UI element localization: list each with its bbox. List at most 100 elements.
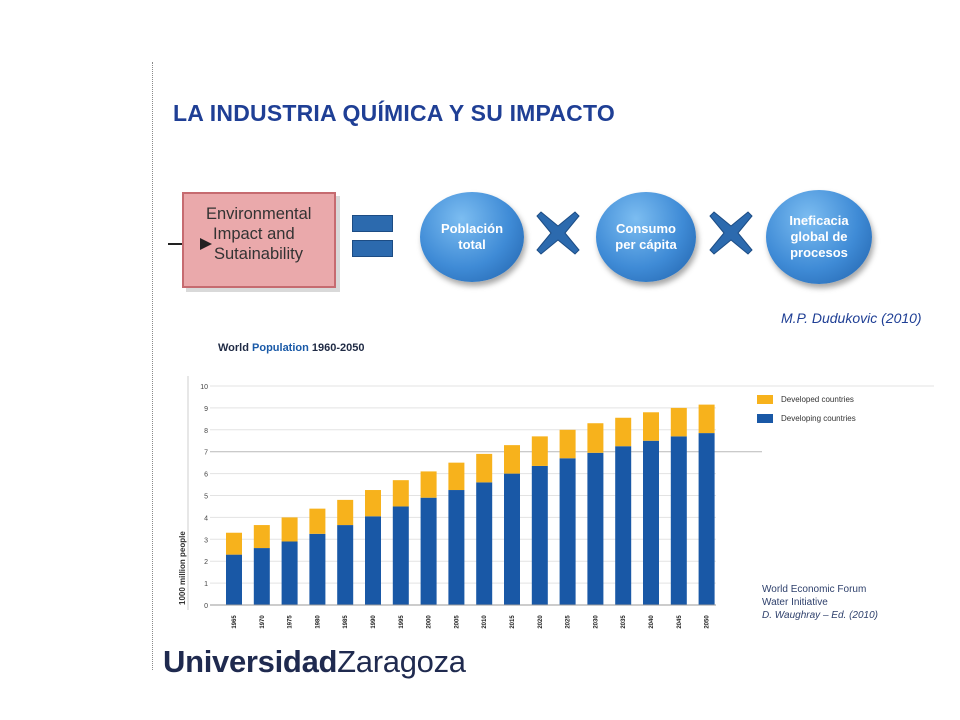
bar-developing	[559, 458, 576, 605]
bar-developing	[309, 533, 326, 605]
bar-developing	[531, 465, 548, 605]
x-tick-label: 2030	[593, 615, 599, 629]
env-box-line-3: Sutainability	[214, 245, 303, 263]
x-tick-label: 1990	[371, 615, 377, 629]
equals-icon-bottom	[352, 240, 393, 257]
bar-developed	[337, 499, 354, 526]
x-tick-label: 2025	[566, 615, 572, 629]
y-tick-label: 7	[204, 450, 208, 457]
population-chart: 0 1 2 3 4 5 6 7 8 9 10 1000 million people 1965 1970 1…	[178, 376, 934, 629]
bar-developed	[476, 453, 493, 483]
x-tick-label: 2050	[705, 615, 711, 629]
x-tick-label: 1975	[288, 615, 294, 629]
legend-developed: Developed countries	[757, 395, 854, 404]
x-tick-label: 2035	[621, 615, 627, 629]
legend-label-developing: Developing countries	[781, 414, 856, 423]
x-tick-label: 2010	[482, 615, 488, 629]
factor-ineficacia-global: Ineficacia global de procesos	[766, 190, 872, 284]
x-tick-label: 1995	[399, 615, 405, 629]
factor-2-line-2: per cápita	[615, 237, 677, 252]
x-tick-label: 2020	[538, 615, 544, 629]
bar-developed	[226, 532, 242, 555]
bar-developing	[670, 436, 687, 605]
y-tick-label: 0	[204, 603, 208, 610]
bar-developed	[365, 490, 381, 517]
factor-3-line-2: global de	[790, 229, 848, 244]
bar-developing	[587, 452, 604, 605]
bar-developed	[531, 436, 548, 466]
y-tick-label: 5	[204, 494, 208, 501]
chart-title-part-3: 1960-2050	[308, 342, 365, 354]
citation: M.P. Dudukovic (2010)	[781, 310, 922, 326]
bar-developing	[504, 473, 520, 605]
x-tick-label: 1970	[260, 615, 266, 629]
bar-developing	[448, 490, 465, 605]
left-divider	[152, 62, 153, 670]
x-tick-label: 2040	[649, 615, 655, 629]
bar-developing	[698, 433, 715, 605]
bar-developed	[587, 423, 604, 453]
universidad-zaragoza-logo: UniversidadZaragoza	[163, 644, 466, 680]
factor-poblacion-total: Población total	[420, 192, 524, 282]
multiply-icon-2	[709, 211, 753, 255]
bar-developing	[253, 548, 270, 605]
y-tick-label: 6	[204, 472, 208, 479]
bar-developing	[281, 541, 298, 605]
y-tick-label: 2	[204, 559, 208, 566]
factor-2-line-1: Consumo	[616, 221, 676, 236]
x-tick-label: 1965	[232, 615, 238, 629]
arrow-right-icon	[200, 238, 212, 250]
factor-1-line-2: total	[458, 237, 486, 252]
logo-regular: Zaragoza	[337, 644, 466, 679]
bar-developed	[698, 404, 715, 434]
source-line-1: World Economic Forum	[762, 584, 867, 595]
env-box-line-2: Impact and	[213, 225, 295, 243]
logo-bold: Universidad	[163, 644, 338, 679]
y-tick-label: 1	[204, 581, 208, 588]
bar-developing	[615, 446, 632, 605]
legend-swatch-developed	[757, 395, 773, 404]
bar-developed	[281, 517, 298, 542]
chart-title-part-1: World	[218, 342, 253, 354]
x-tick-label: 2015	[510, 615, 516, 629]
y-tick-label: 10	[200, 384, 208, 391]
source-line-2: Water Initiative	[762, 597, 828, 608]
bar-developing	[643, 440, 659, 605]
chart-title-part-2: Population	[252, 342, 309, 354]
legend-developing: Developing countries	[757, 414, 856, 423]
bar-developed	[643, 412, 659, 441]
bar-developed	[420, 471, 437, 498]
x-tick-label: 2005	[454, 615, 460, 629]
slide-title: LA INDUSTRIA QUÍMICA Y SU IMPACTO	[173, 100, 615, 126]
y-tick-label: 9	[204, 406, 208, 413]
x-tick-label: 1985	[343, 615, 349, 629]
bar-developed	[615, 417, 632, 447]
x-tick-label: 2000	[427, 615, 433, 629]
bar-developing	[337, 525, 354, 605]
x-tick-label: 1980	[315, 615, 321, 629]
factor-3-line-1: Ineficacia	[789, 213, 849, 228]
y-tick-label: 8	[204, 428, 208, 435]
bar-developing	[420, 497, 437, 605]
bar-developed	[253, 525, 270, 549]
bar-developed	[670, 407, 687, 437]
factor-3-line-3: procesos	[790, 245, 848, 260]
chart-title: World Population 1960-2050	[218, 342, 365, 354]
legend-swatch-developing	[757, 414, 773, 423]
factor-consumo-per-capita: Consumo per cápita	[596, 192, 696, 282]
source-line-3: D. Waughray – Ed. (2010)	[762, 610, 878, 621]
bar-developing	[392, 506, 409, 605]
equals-icon-top	[352, 215, 393, 232]
bar-developed	[448, 462, 465, 491]
bar-developed	[559, 429, 576, 459]
y-axis-label: 1000 million people	[178, 531, 187, 605]
bar-developing	[365, 516, 381, 605]
multiply-icon-1	[536, 211, 580, 255]
x-tick-label: 2045	[677, 615, 683, 629]
factor-1-line-1: Población	[440, 221, 504, 236]
legend-label-developed: Developed countries	[781, 395, 854, 404]
bar-developed	[309, 508, 326, 534]
y-tick-label: 3	[204, 537, 208, 544]
bar-developed	[392, 480, 409, 507]
y-tick-label: 4	[204, 515, 208, 522]
